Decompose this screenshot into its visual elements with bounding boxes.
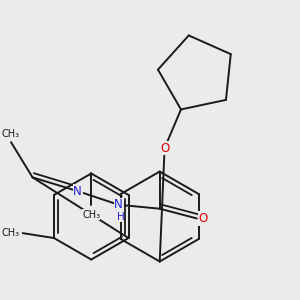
Text: CH₃: CH₃ xyxy=(2,129,20,139)
Text: CH₃: CH₃ xyxy=(2,228,20,238)
Text: O: O xyxy=(198,212,207,225)
Text: H: H xyxy=(117,212,124,221)
Text: O: O xyxy=(160,142,169,154)
Text: N: N xyxy=(73,184,82,198)
Text: N: N xyxy=(114,198,123,211)
Text: CH₃: CH₃ xyxy=(82,210,100,220)
